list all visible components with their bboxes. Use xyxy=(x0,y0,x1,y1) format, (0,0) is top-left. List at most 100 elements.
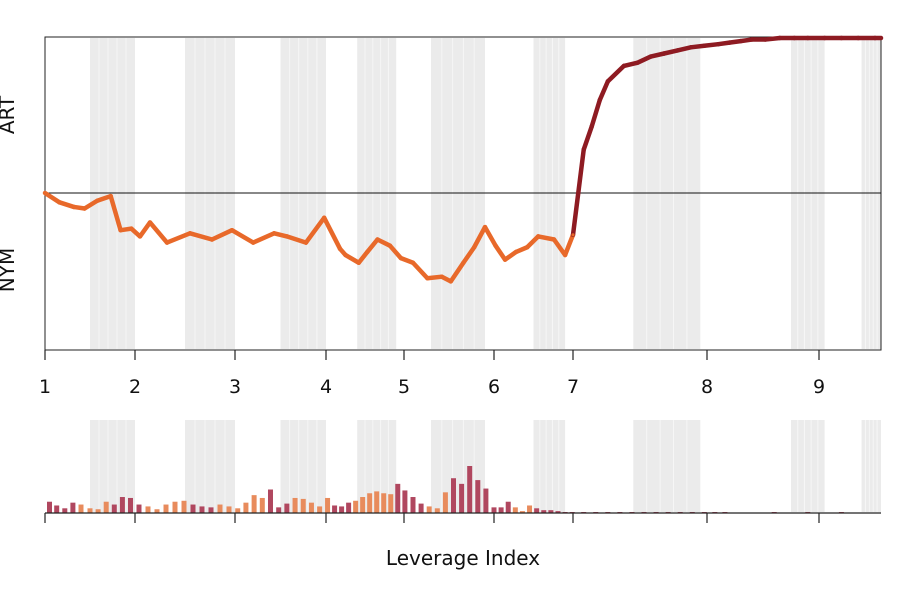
bar xyxy=(172,501,178,513)
bar xyxy=(235,508,241,513)
data-point xyxy=(343,253,348,257)
line-segment xyxy=(621,60,640,69)
bar xyxy=(217,504,223,513)
data-point xyxy=(792,36,796,40)
line-segment xyxy=(284,234,309,245)
bar xyxy=(284,503,290,513)
bar xyxy=(548,510,554,513)
data-point xyxy=(95,199,99,203)
bar xyxy=(534,508,540,513)
bar xyxy=(541,510,547,513)
line-segment xyxy=(321,215,343,252)
data-point xyxy=(856,36,860,40)
line-segment xyxy=(410,260,430,281)
shade-band xyxy=(633,420,701,512)
data-point xyxy=(649,55,653,59)
data-point xyxy=(750,37,754,42)
data-point xyxy=(272,231,276,235)
data-point xyxy=(514,250,518,254)
data-point xyxy=(357,261,361,265)
bar xyxy=(402,490,408,513)
data-point xyxy=(43,191,47,195)
x-tick-label: 3 xyxy=(229,376,241,398)
bar xyxy=(95,509,101,513)
data-point xyxy=(582,148,586,152)
data-point xyxy=(622,64,626,68)
bar xyxy=(346,502,352,513)
data-point xyxy=(129,227,133,231)
data-point xyxy=(57,200,62,204)
line-segment xyxy=(605,63,627,84)
data-point xyxy=(590,124,594,128)
line-segment xyxy=(675,45,694,53)
data-point xyxy=(839,36,844,40)
bar xyxy=(459,483,465,513)
line-segment xyxy=(524,234,541,250)
data-point xyxy=(525,245,529,249)
data-point xyxy=(411,261,415,265)
line-segment xyxy=(461,245,477,265)
bar xyxy=(332,505,338,513)
data-point xyxy=(251,241,255,245)
line-segment xyxy=(343,252,362,265)
line-segment xyxy=(229,227,256,245)
data-point xyxy=(606,79,610,83)
bar xyxy=(451,478,456,513)
bottom-x-axis xyxy=(44,513,820,523)
data-point xyxy=(778,36,782,40)
line-segment xyxy=(187,231,215,242)
shade-band xyxy=(533,420,566,512)
line-segment xyxy=(502,249,519,262)
data-point xyxy=(109,194,113,198)
bar xyxy=(145,506,151,513)
bar xyxy=(475,480,481,513)
data-point xyxy=(635,61,639,65)
y-label-bottom: NYM xyxy=(0,248,19,292)
data-point xyxy=(188,231,192,235)
bar xyxy=(512,507,518,513)
bar xyxy=(128,497,133,513)
data-point xyxy=(83,206,87,211)
bar xyxy=(199,506,205,513)
line-series xyxy=(42,35,884,284)
bar xyxy=(163,504,169,513)
data-point xyxy=(425,276,429,280)
bar xyxy=(498,507,504,513)
shade-bands-bottom xyxy=(90,420,881,512)
bar xyxy=(259,497,265,513)
data-point xyxy=(365,250,369,254)
bar xyxy=(317,506,323,513)
line-segment xyxy=(425,274,445,281)
data-point xyxy=(552,237,556,242)
x-tick-label: 8 xyxy=(701,376,713,398)
bar xyxy=(47,501,52,513)
data-point xyxy=(449,279,453,283)
shade-band xyxy=(185,420,235,512)
line-segment xyxy=(661,48,680,56)
line-segment xyxy=(551,237,568,258)
data-point xyxy=(873,36,877,40)
x-tick-label: 4 xyxy=(320,376,332,398)
line-segment xyxy=(147,220,170,245)
line-segment xyxy=(482,224,498,248)
line-segment xyxy=(597,79,611,103)
data-point xyxy=(739,39,743,43)
data-point xyxy=(483,225,487,229)
line-segment xyxy=(42,190,62,205)
data-point xyxy=(727,41,732,45)
data-point xyxy=(399,256,403,260)
bar xyxy=(483,488,489,513)
data-point xyxy=(823,36,827,40)
line-segment xyxy=(82,198,100,211)
line-segment xyxy=(57,200,77,210)
data-point xyxy=(662,51,666,56)
bar xyxy=(308,502,314,513)
bar xyxy=(325,497,331,513)
data-point xyxy=(689,45,693,49)
data-point xyxy=(148,220,152,225)
data-point xyxy=(138,234,142,238)
bar xyxy=(527,505,533,513)
line-segment xyxy=(137,220,153,239)
bar xyxy=(154,509,160,513)
bar xyxy=(208,507,214,513)
